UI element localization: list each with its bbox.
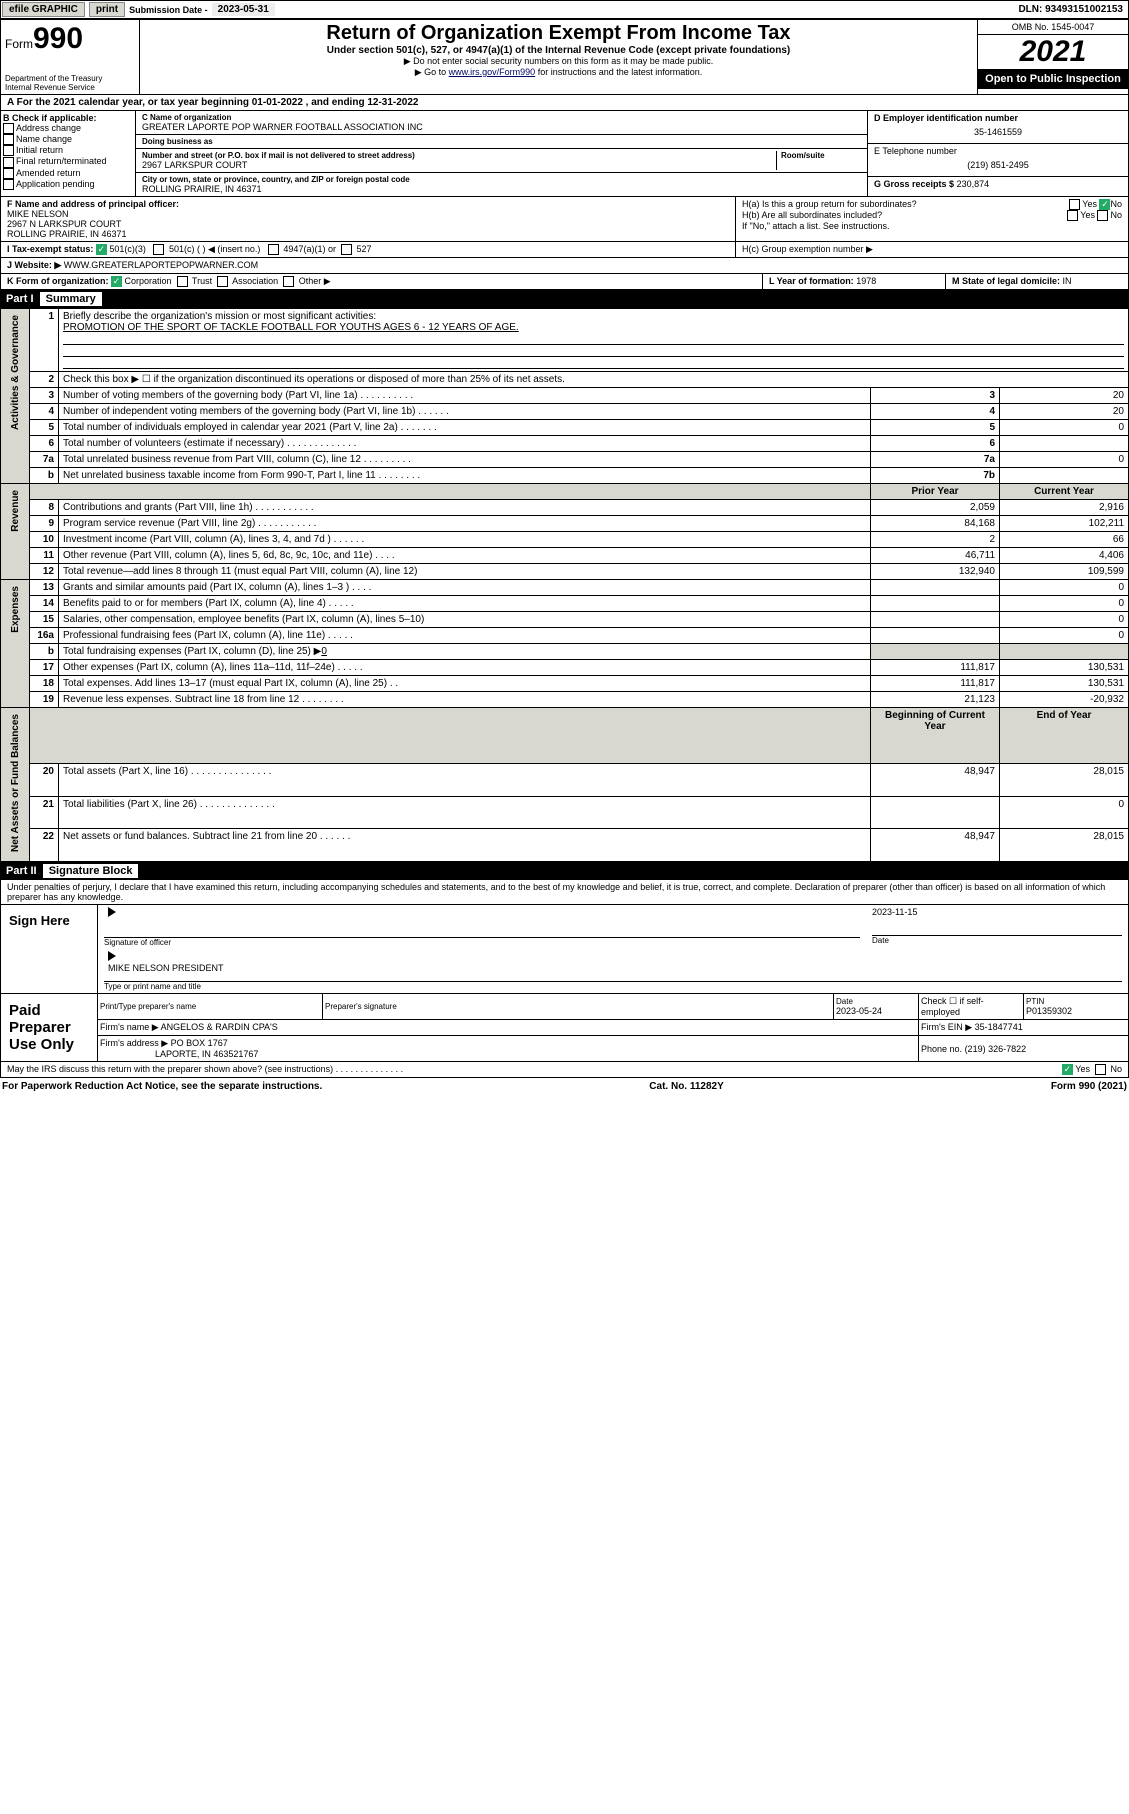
- footer: For Paperwork Reduction Act Notice, see …: [0, 1078, 1129, 1095]
- efile-btn[interactable]: efile GRAPHIC: [2, 2, 85, 17]
- tax-year: 2021: [978, 35, 1128, 69]
- arrow-icon: [108, 951, 116, 961]
- row-klm: K Form of organization: ✓ Corporation Tr…: [0, 274, 1129, 290]
- arrow-icon: [108, 907, 116, 917]
- row-j: J Website: ▶ WWW.GREATERLAPORTEPOPWARNER…: [0, 258, 1129, 274]
- open-public: Open to Public Inspection: [978, 69, 1128, 89]
- form-990: 990: [33, 22, 83, 55]
- tab-expenses: Expenses: [10, 582, 21, 637]
- tab-activities: Activities & Governance: [10, 311, 21, 434]
- col-d: D Employer identification number35-14615…: [867, 111, 1128, 196]
- header: Form990 Department of the Treasury Inter…: [0, 19, 1129, 95]
- check-icon: ✓: [1099, 199, 1110, 210]
- line-a: A For the 2021 calendar year, or tax yea…: [0, 95, 1129, 111]
- part2-header: Part II Signature Block: [0, 862, 1129, 880]
- check-icon: ✓: [1062, 1064, 1073, 1075]
- title: Return of Organization Exempt From Incom…: [142, 22, 975, 45]
- irs: Internal Revenue Service: [5, 83, 135, 92]
- dept: Department of the Treasury: [5, 74, 135, 83]
- dln: DLN: 93493151002153: [1014, 4, 1127, 15]
- col-c: C Name of organizationGREATER LAPORTE PO…: [136, 111, 867, 196]
- subdate: 2023-05-31: [212, 3, 275, 16]
- subdate-label: Submission Date -: [129, 5, 208, 15]
- form-label: Form: [5, 37, 33, 51]
- tab-netassets: Net Assets or Fund Balances: [10, 710, 21, 856]
- col-b: B Check if applicable: Address change Na…: [1, 111, 136, 196]
- note1: ▶ Do not enter social security numbers o…: [142, 56, 975, 67]
- instructions-link[interactable]: www.irs.gov/Form990: [449, 67, 536, 77]
- sign-here: Sign Here: [1, 905, 98, 993]
- row-i: I Tax-exempt status: ✓ 501(c)(3) 501(c) …: [0, 242, 1129, 258]
- topbar: efile GRAPHIC print Submission Date - 20…: [0, 0, 1129, 19]
- summary-table: Activities & Governance 1 Briefly descri…: [0, 308, 1129, 862]
- row-fh: F Name and address of principal officer:…: [0, 197, 1129, 242]
- note2: ▶ Go to www.irs.gov/Form990 for instruct…: [142, 67, 975, 78]
- print-btn[interactable]: print: [89, 2, 125, 17]
- paid-preparer: Paid Preparer Use Only: [1, 994, 98, 1061]
- signature-block: Under penalties of perjury, I declare th…: [0, 880, 1129, 1078]
- subtitle: Under section 501(c), 527, or 4947(a)(1)…: [142, 45, 975, 56]
- check-icon: ✓: [96, 244, 107, 255]
- omb: OMB No. 1545-0047: [978, 20, 1128, 35]
- check-icon: ✓: [111, 276, 122, 287]
- part1-header: Part I Summary: [0, 290, 1129, 308]
- block-bcd: B Check if applicable: Address change Na…: [0, 111, 1129, 197]
- tab-revenue: Revenue: [10, 486, 21, 536]
